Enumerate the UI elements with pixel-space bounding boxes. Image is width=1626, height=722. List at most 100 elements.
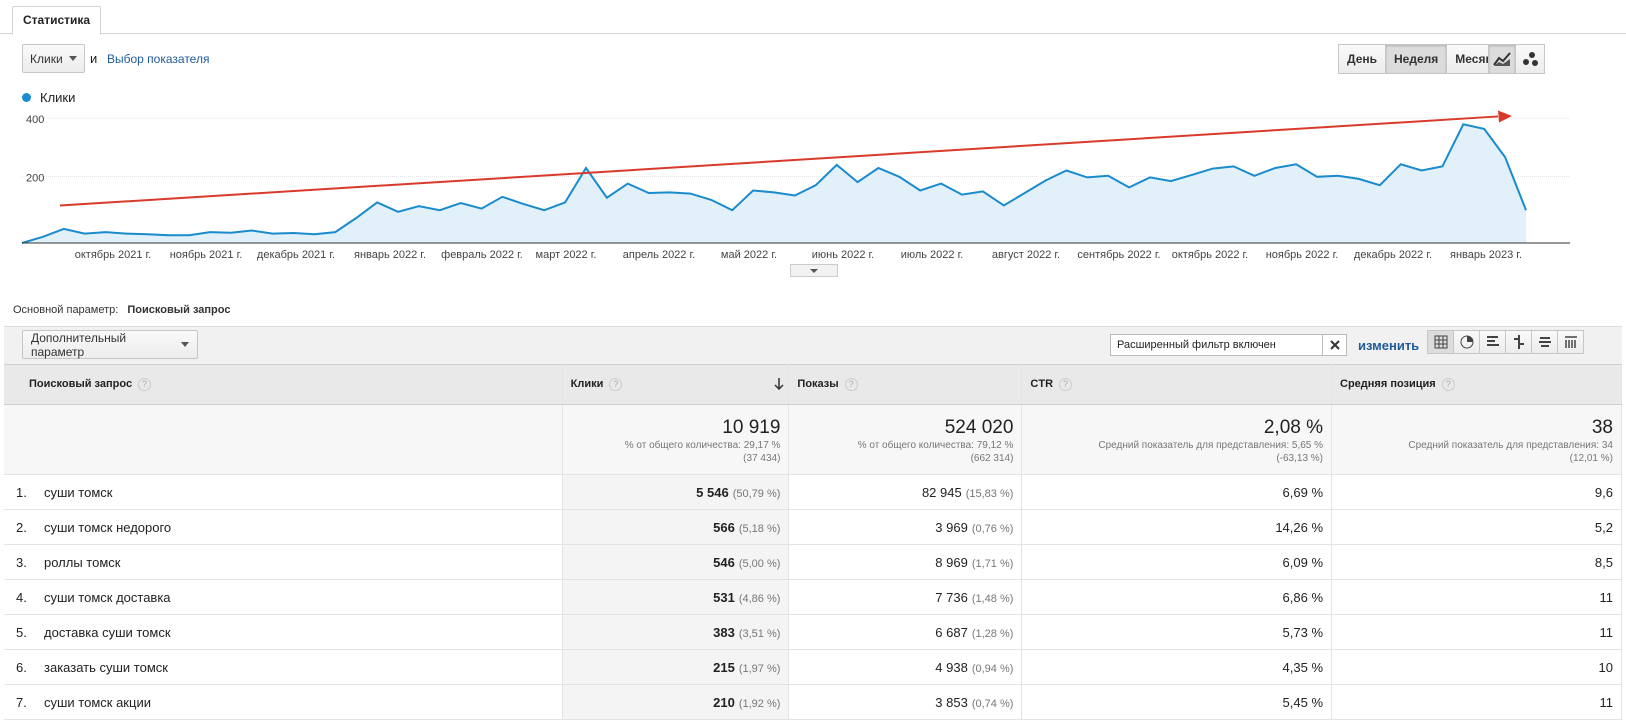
tab-statistics[interactable]: Статистика <box>12 6 102 35</box>
impressions-value: 3 853 <box>935 694 968 710</box>
cell-ctr: 14,26 % <box>1021 509 1333 545</box>
metric-select-label: Клики <box>30 51 63 66</box>
totals-sub: Средний показатель для представления: 5,… <box>1098 440 1324 451</box>
totals-sub: (37 434) <box>743 453 781 464</box>
primary-dimension: Основной параметр: Поисковый запрос <box>13 304 230 316</box>
period-day-button[interactable]: День <box>1338 44 1386 74</box>
impressions-percent: (1,48 %) <box>971 592 1014 605</box>
impressions-value: 6 687 <box>935 624 968 640</box>
clicks-value: 210 <box>713 694 735 710</box>
row-number: 1. <box>16 484 27 500</box>
table-header-row: Поисковый запрос? Клики? Показы? CTR? Ср… <box>4 364 1622 405</box>
cell-position: 10 <box>1331 649 1622 685</box>
cell-clicks: 215 (1,97 %) <box>562 649 790 685</box>
table-row[interactable]: 5. доставка суши томск 383 (3,51 %) 6 687 (1,… <box>4 614 1622 650</box>
cell-position: 11 <box>1331 684 1622 720</box>
column-header-impressions[interactable]: Показы? <box>788 364 1023 405</box>
query-link[interactable]: суши томск акции <box>44 694 151 710</box>
x-tick-label: июнь 2022 г. <box>812 249 875 261</box>
table-row[interactable]: 6. заказать суши томск 215 (1,97 %) 4 938 (0,… <box>4 649 1622 685</box>
comparison-icon <box>1513 335 1524 349</box>
primary-dim-label: Основной параметр: <box>13 304 119 316</box>
row-number: 3. <box>16 554 27 570</box>
help-icon[interactable]: ? <box>138 378 152 391</box>
cell-query: 7. суши томск акции <box>4 684 563 720</box>
cell-query: 6. заказать суши томск <box>4 649 563 685</box>
x-tick-label: март 2022 г. <box>536 249 597 261</box>
x-tick-label: август 2022 г. <box>992 249 1060 261</box>
table-row[interactable]: 4. суши томск доставка 531 (4,86 %) 7 736 (1,… <box>4 579 1622 615</box>
motion-chart-button[interactable] <box>1515 44 1545 74</box>
change-filter-link[interactable]: изменить <box>1358 338 1420 353</box>
totals-sub: (12,01 %) <box>1569 453 1613 464</box>
row-number: 7. <box>16 694 27 710</box>
period-week-button[interactable]: Неделя <box>1385 44 1448 74</box>
sort-descending-icon <box>774 378 784 390</box>
x-tick-label: январь 2023 г. <box>1450 249 1522 261</box>
query-link[interactable]: суши томск <box>44 484 113 500</box>
clicks-percent: (1,92 %) <box>738 697 781 710</box>
y-tick-label: 200 <box>26 173 44 185</box>
table-row[interactable]: 7. суши томск акции 210 (1,92 %) 3 853 (0,74 … <box>4 684 1622 720</box>
line-chart-button[interactable] <box>1488 44 1516 74</box>
help-icon[interactable]: ? <box>609 378 623 391</box>
table-row[interactable]: 3. роллы томск 546 (5,00 %) 8 969 (1,71 %) 6,0… <box>4 544 1622 580</box>
comparison-view-button[interactable] <box>1505 330 1532 354</box>
choose-metric-link[interactable]: Выбор показателя <box>107 52 210 66</box>
help-icon[interactable]: ? <box>844 378 858 391</box>
column-header-label: Поисковый запрос <box>29 378 133 390</box>
cell-query: 1. суши томск <box>4 474 563 510</box>
cell-clicks: 210 (1,92 %) <box>562 684 790 720</box>
row-number: 5. <box>16 624 27 640</box>
x-tick-label: январь 2022 г. <box>354 249 426 261</box>
query-link[interactable]: доставка суши томск <box>44 624 171 640</box>
column-header-ctr[interactable]: CTR? <box>1021 364 1333 405</box>
clicks-percent: (5,18 %) <box>738 522 781 535</box>
column-header-query[interactable]: Поисковый запрос? <box>4 364 563 405</box>
totals-value: 524 020 <box>944 417 1014 438</box>
filter-box[interactable]: Расширенный фильтр включен <box>1110 334 1347 356</box>
bubble-chart-icon <box>1523 52 1538 66</box>
pivot-view-button[interactable] <box>1557 330 1584 354</box>
cell-ctr: 6,86 % <box>1021 579 1333 615</box>
cell-impressions: 4 938 (0,94 %) <box>788 649 1023 685</box>
query-link[interactable]: суши томск доставка <box>44 589 171 605</box>
table-row[interactable]: 1. суши томск 5 546 (50,79 %) 82 945 (15,83 %… <box>4 474 1622 510</box>
x-tick-label: сентябрь 2022 г. <box>1077 249 1160 261</box>
metric-select[interactable]: Клики <box>22 44 85 73</box>
trend-arrow-line <box>59 115 1499 207</box>
totals-ctr: 2,08 % Средний показатель для представле… <box>1021 404 1333 475</box>
table-view-button[interactable] <box>1427 330 1454 354</box>
clear-filter-button[interactable] <box>1322 335 1346 355</box>
bar-view-button[interactable] <box>1479 330 1506 354</box>
query-link[interactable]: заказать суши томск <box>44 659 168 675</box>
column-header-position[interactable]: Средняя позиция? <box>1331 364 1622 405</box>
column-header-clicks[interactable]: Клики? <box>562 364 790 405</box>
cell-impressions: 7 736 (1,48 %) <box>788 579 1023 615</box>
x-tick-label: декабрь 2022 г. <box>1354 249 1432 261</box>
query-link[interactable]: роллы томск <box>44 554 121 570</box>
clicks-line-chart: 400 200 октябрь 2021 г. ноябрь 2021 г. дека… <box>21 110 1570 261</box>
table-row[interactable]: 2. суши томск недорого 566 (5,18 %) 3 969 (0,… <box>4 509 1622 545</box>
impressions-percent: (1,28 %) <box>971 627 1014 640</box>
cell-query: 4. суши томск доставка <box>4 579 563 615</box>
secondary-dimension-select[interactable]: Дополнительный параметр <box>22 330 198 359</box>
column-header-label: Клики <box>570 378 604 390</box>
cell-clicks: 5 546 (50,79 %) <box>562 474 790 510</box>
totals-sub: (-63,13 %) <box>1276 453 1324 464</box>
grid-icon <box>1434 335 1447 349</box>
help-icon[interactable]: ? <box>1441 378 1455 391</box>
totals-clicks: 10 919 % от общего количества: 29,17 % (… <box>562 404 790 475</box>
term-cloud-view-button[interactable] <box>1531 330 1558 354</box>
chart-collapse-handle[interactable] <box>790 264 838 277</box>
trend-arrow-head <box>1498 110 1512 123</box>
cell-impressions: 8 969 (1,71 %) <box>788 544 1023 580</box>
query-link[interactable]: суши томск недорого <box>44 519 172 535</box>
secondary-dim-label: Дополнительный параметр <box>31 330 127 359</box>
x-tick-label: февраль 2022 г. <box>441 249 523 261</box>
tab-bar: Статистика <box>0 0 1626 35</box>
series-line <box>21 123 1527 244</box>
primary-dim-value[interactable]: Поисковый запрос <box>127 304 231 316</box>
help-icon[interactable]: ? <box>1059 378 1073 391</box>
pie-view-button[interactable] <box>1453 330 1480 354</box>
